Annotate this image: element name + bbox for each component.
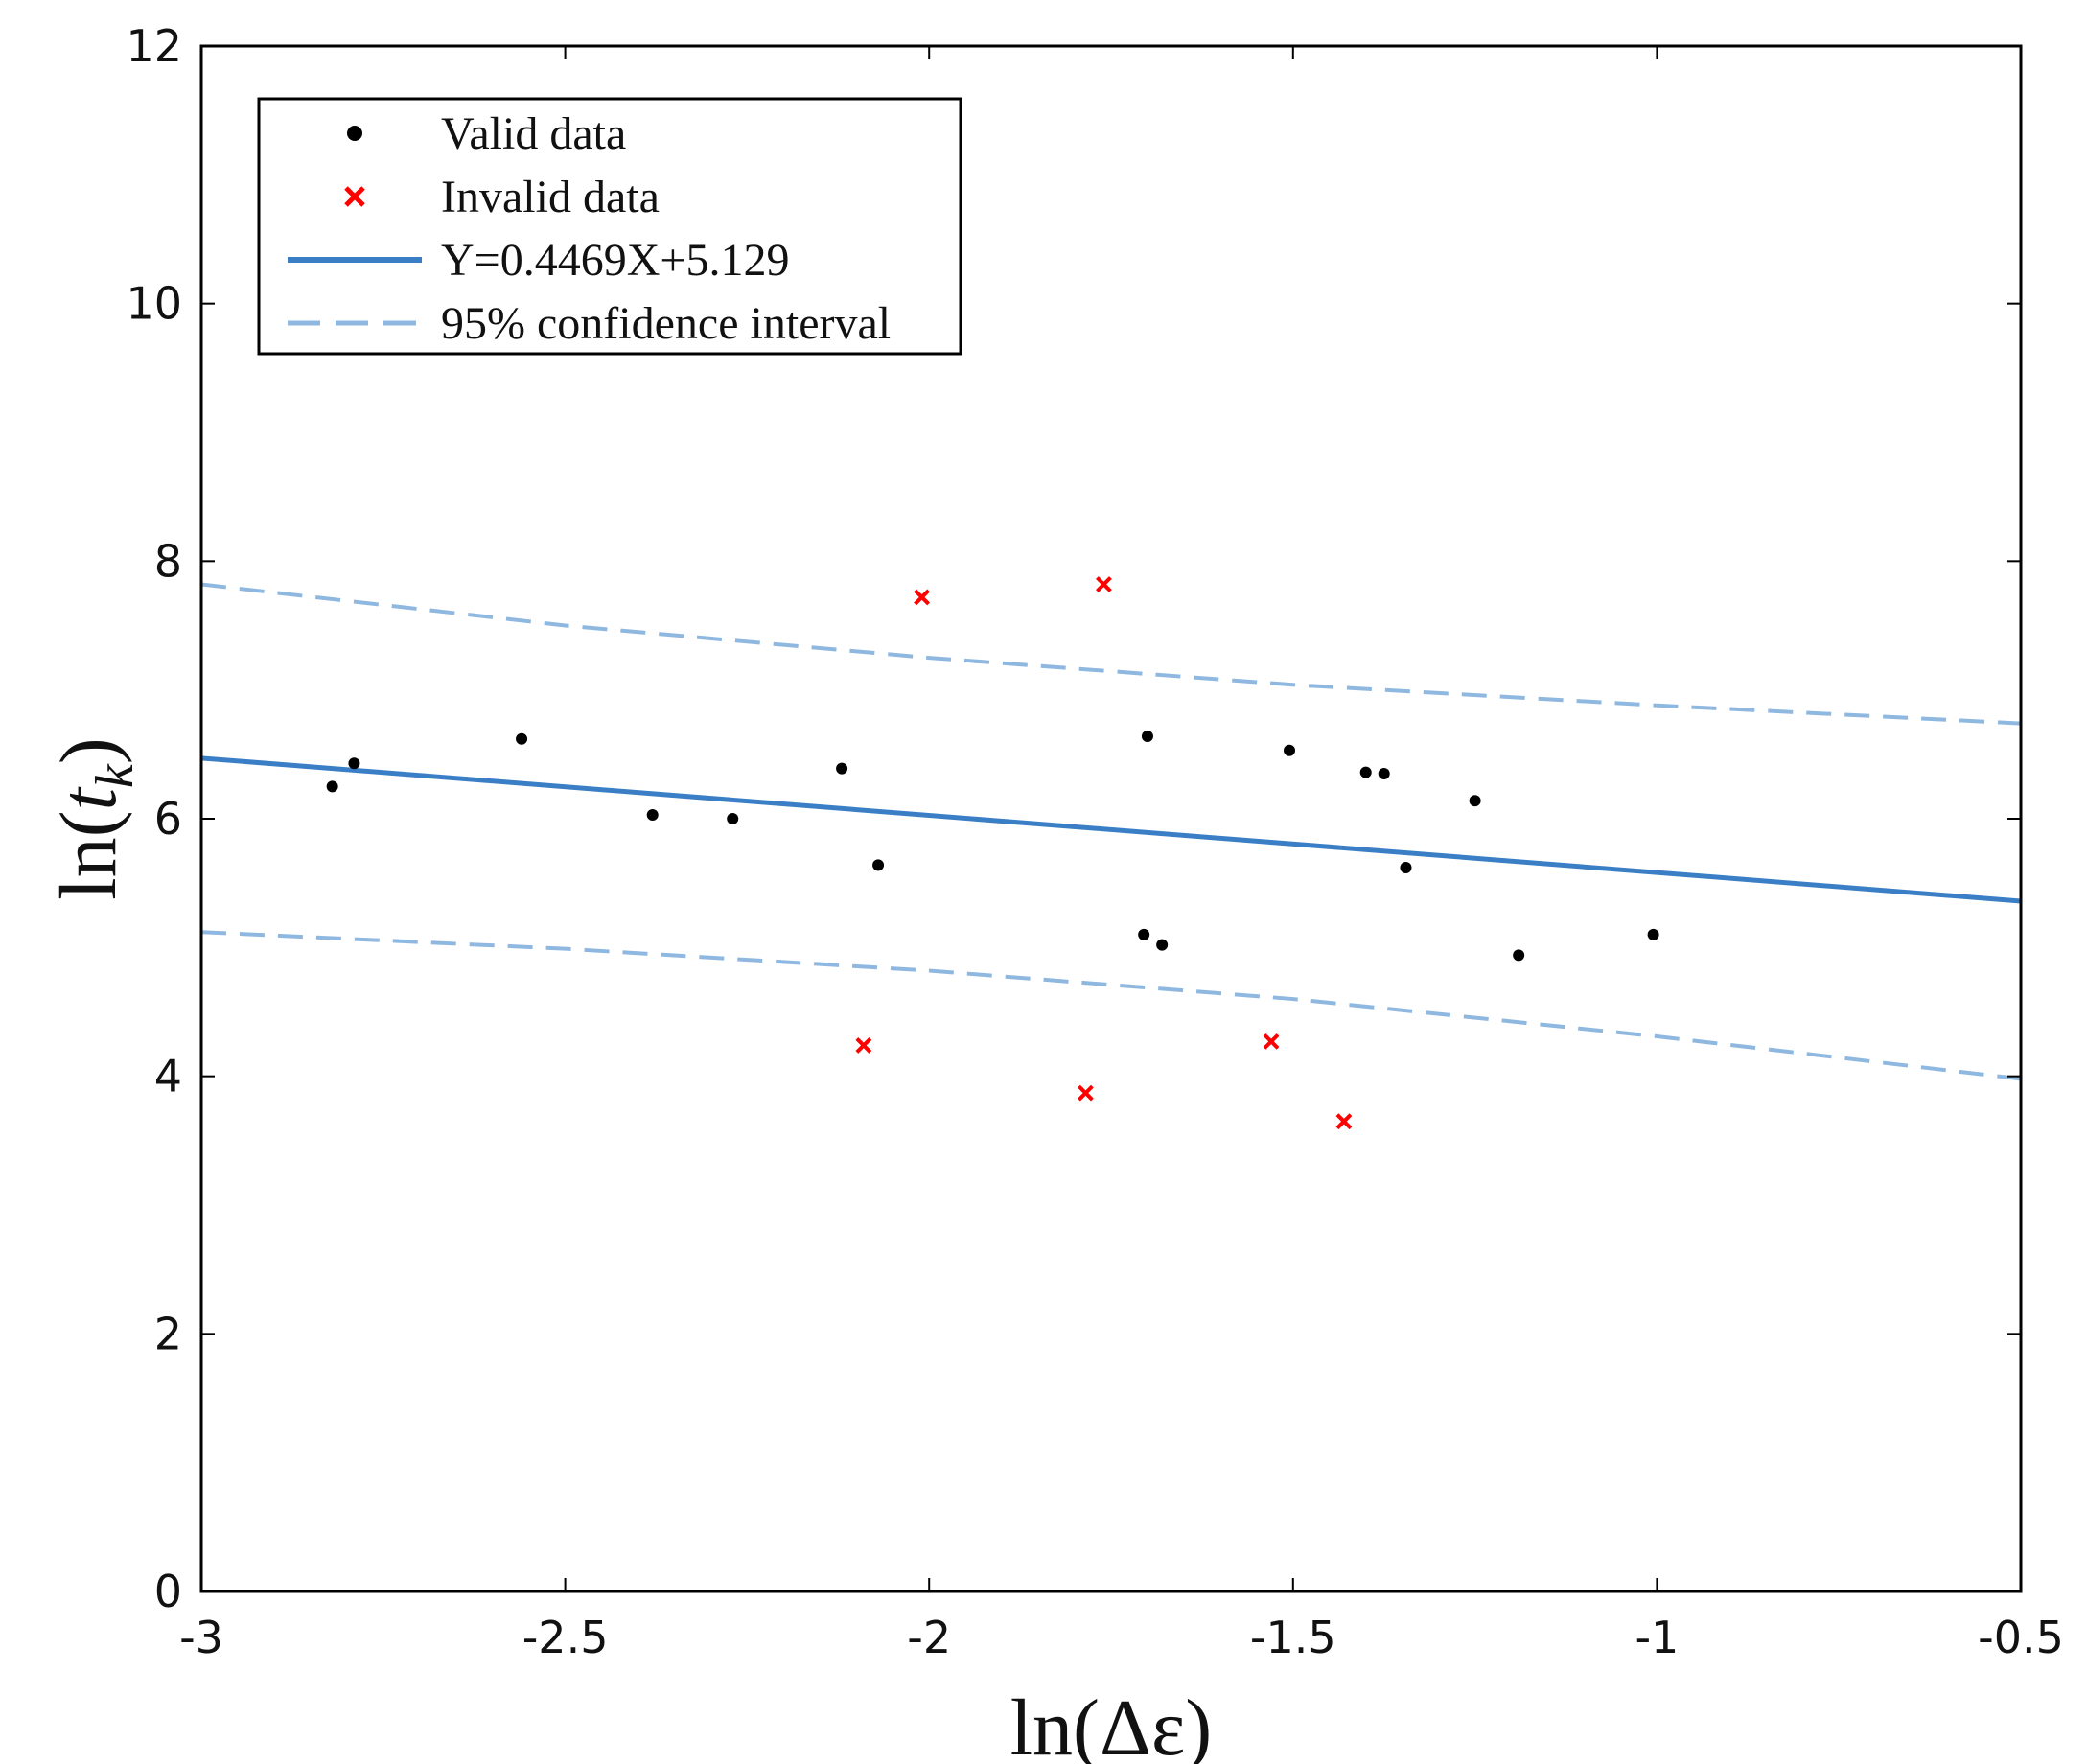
- valid-data-point: [1469, 795, 1481, 807]
- points-layer: [326, 576, 1659, 1130]
- legend-label: Y=0.4469X+5.129: [441, 235, 789, 286]
- invalid-data-point: [1263, 1033, 1280, 1050]
- invalid-data-point: [855, 1037, 872, 1054]
- valid-data-point: [1359, 766, 1372, 778]
- valid-data-point: [326, 780, 338, 793]
- invalid-data-point: [1078, 1084, 1094, 1102]
- valid-data-point: [1141, 731, 1153, 743]
- valid-data-point: [516, 732, 528, 745]
- valid-data-point: [872, 859, 885, 871]
- valid-data-point: [836, 762, 848, 775]
- x-tick-label: -0.5: [1978, 1612, 2064, 1663]
- y-tick-label: 12: [126, 20, 182, 72]
- legend-label: 95% confidence interval: [441, 298, 891, 349]
- x-tick-label: -1.5: [1250, 1612, 1336, 1663]
- valid-data-point: [1378, 767, 1390, 779]
- y-tick-label: 6: [154, 793, 182, 845]
- lines-layer: [200, 582, 2022, 1081]
- y-tick-label: 8: [154, 535, 182, 587]
- legend-invalid-symbol: [344, 186, 365, 207]
- valid-data-point: [348, 757, 360, 770]
- x-tick-label: -1: [1635, 1612, 1679, 1663]
- valid-data-point: [1400, 862, 1412, 874]
- invalid-data-point: [914, 589, 931, 606]
- legend-label: Invalid data: [441, 172, 660, 222]
- invalid-data-point: [1095, 576, 1112, 592]
- y-tick-label: 10: [126, 278, 182, 330]
- regression-line: [200, 755, 2022, 904]
- valid-data-point: [1284, 744, 1296, 756]
- legend-label: Valid data: [441, 108, 626, 159]
- valid-data-point: [1647, 928, 1659, 940]
- legend-box: [257, 97, 962, 356]
- x-tick-label: -2: [907, 1612, 951, 1663]
- invalid-data-point: [1335, 1113, 1353, 1130]
- valid-data-point: [1156, 939, 1169, 951]
- valid-data-point: [727, 813, 739, 824]
- x-axis-title: ln(Δε): [1010, 1683, 1213, 1764]
- valid-data-point: [1513, 949, 1525, 962]
- y-tick-label: 4: [154, 1051, 182, 1102]
- valid-data-point: [646, 808, 659, 821]
- y-tick-label: 0: [154, 1566, 182, 1617]
- y-tick-label: 2: [154, 1308, 182, 1359]
- valid-data-point: [1138, 928, 1150, 940]
- x-tick-label: -2.5: [522, 1612, 609, 1663]
- y-axis-title: ln(tk): [44, 737, 145, 900]
- ticks-layer: -3 -2.5 -2 -1.5 -1 -0.5 0 2 4 6 8 10 12: [126, 20, 2063, 1663]
- legend-valid-symbol: [347, 126, 362, 141]
- x-tick-label: -3: [179, 1612, 223, 1663]
- legend: Valid data Invalid data Y=0.4469X+5.129 95%…: [257, 97, 962, 356]
